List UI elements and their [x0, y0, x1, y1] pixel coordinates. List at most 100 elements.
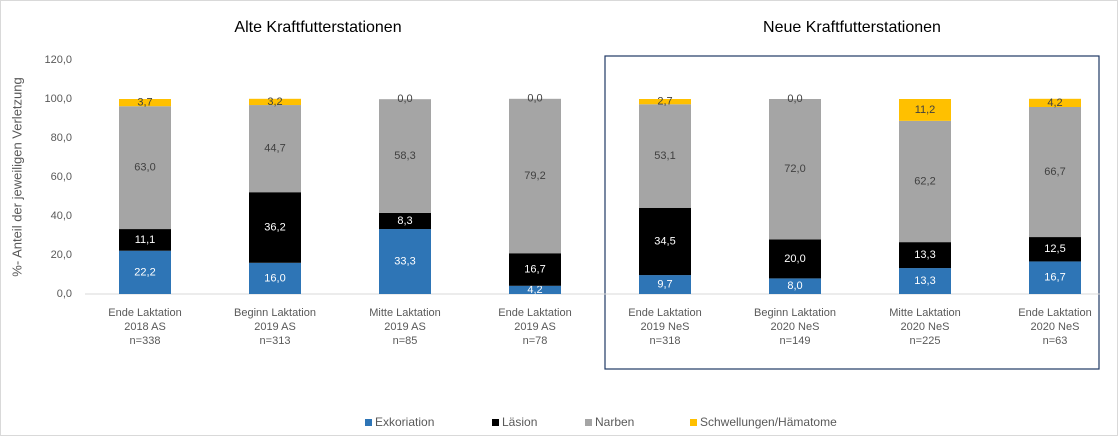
bar-segment — [1029, 98, 1081, 107]
bar-segment — [509, 285, 561, 294]
legend-swatch — [690, 419, 697, 426]
value-label: 58,3 — [394, 150, 415, 162]
bar-segment — [119, 99, 171, 107]
value-label: 0,0 — [787, 93, 802, 105]
x-tick-label: Mitte Laktation — [369, 307, 441, 319]
bar-segment — [509, 98, 561, 254]
legend-label: Exkoriation — [375, 415, 434, 429]
value-label: 4,2 — [527, 284, 542, 296]
bar-segment — [249, 192, 301, 263]
bar-segment — [769, 239, 821, 279]
bar-segment — [1029, 106, 1081, 238]
bar-segment — [379, 229, 431, 294]
y-tick-label: 0,0 — [57, 288, 72, 300]
bar-segment — [119, 250, 171, 294]
bar-segment — [379, 212, 431, 230]
legend-swatch — [585, 419, 592, 426]
bar-segment — [119, 106, 171, 230]
value-label: 0,0 — [527, 93, 542, 105]
legend-label: Schwellungen/Hämatome — [700, 415, 837, 429]
bar-segment — [639, 207, 691, 276]
group-title: Neue Kraftfutterstationen — [763, 19, 941, 36]
x-tick-label: 2019 NeS — [641, 321, 690, 333]
legend-swatch — [492, 419, 499, 426]
bar-segment — [1029, 237, 1081, 262]
value-label: 16,0 — [264, 272, 285, 284]
bar-segment — [769, 278, 821, 294]
value-label: 22,2 — [134, 266, 155, 278]
bar-segment — [249, 105, 301, 193]
x-tick-label: Beginn Laktation — [754, 307, 836, 319]
value-label: 16,7 — [524, 263, 545, 275]
x-tick-label: 2019 AS — [254, 321, 296, 333]
value-label: 13,3 — [914, 249, 935, 261]
x-tick-label: n=85 — [393, 335, 418, 347]
value-label: 34,5 — [654, 235, 675, 247]
x-tick-label: n=149 — [780, 335, 811, 347]
value-label: 20,0 — [784, 253, 805, 265]
y-tick-label: 80,0 — [51, 132, 72, 144]
value-label: 0,0 — [397, 93, 412, 105]
x-tick-label: n=225 — [910, 335, 941, 347]
value-label: 44,7 — [264, 143, 285, 155]
value-label: 66,7 — [1044, 166, 1065, 178]
y-tick-label: 60,0 — [51, 171, 72, 183]
bar-segment — [899, 268, 951, 294]
x-tick-label: 2020 NeS — [1031, 321, 1080, 333]
x-tick-label: Ende Laktation — [498, 307, 571, 319]
value-label: 11,2 — [915, 104, 936, 116]
legend-label: Narben — [595, 415, 634, 429]
value-label: 11,1 — [135, 234, 156, 246]
bar-segment — [379, 99, 431, 213]
x-tick-label: 2020 NeS — [901, 321, 950, 333]
legend-swatch — [365, 419, 372, 426]
bar-segment — [1029, 261, 1081, 294]
value-label: 79,2 — [524, 170, 545, 182]
value-label: 12,5 — [1044, 243, 1065, 255]
y-axis-label: %- Anteil der jeweiligen Verletzung — [9, 77, 24, 276]
bar-segment — [509, 253, 561, 286]
x-tick-label: Ende Laktation — [1018, 307, 1091, 319]
y-tick-label: 20,0 — [51, 249, 72, 261]
y-tick-label: 40,0 — [51, 210, 72, 222]
group-title: Alte Kraftfutterstationen — [234, 19, 401, 36]
x-tick-label: 2018 AS — [124, 321, 166, 333]
x-tick-label: Mitte Laktation — [889, 307, 961, 319]
bar-segment — [639, 104, 691, 208]
bar-segment — [639, 99, 691, 105]
x-tick-label: n=338 — [130, 335, 161, 347]
value-label: 8,3 — [397, 215, 412, 227]
value-label: 62,2 — [914, 175, 935, 187]
bar-segment — [249, 262, 301, 294]
bar-segment — [639, 275, 691, 294]
x-tick-label: n=63 — [1043, 335, 1068, 347]
value-label: 3,2 — [267, 96, 282, 108]
legend-label: Läsion — [502, 415, 537, 429]
value-label: 33,3 — [394, 255, 415, 267]
y-tick-label: 120,0 — [44, 54, 72, 66]
value-label: 2,7 — [657, 96, 672, 108]
bar-segment — [899, 120, 951, 243]
bar-segment — [119, 229, 171, 251]
x-tick-label: 2020 NeS — [771, 321, 820, 333]
x-tick-label: 2019 AS — [384, 321, 426, 333]
value-label: 13,3 — [914, 275, 935, 287]
x-tick-label: n=318 — [650, 335, 681, 347]
value-label: 3,7 — [137, 97, 152, 109]
x-tick-label: Ende Laktation — [108, 307, 181, 319]
bar-segment — [899, 99, 951, 121]
value-label: 63,0 — [134, 162, 155, 174]
x-tick-label: Beginn Laktation — [234, 307, 316, 319]
group-box — [604, 55, 1100, 370]
bar-segment — [769, 99, 821, 240]
x-tick-label: 2019 AS — [514, 321, 556, 333]
x-tick-label: n=78 — [523, 335, 548, 347]
bar-segment — [249, 98, 301, 106]
value-label: 72,0 — [784, 163, 805, 175]
x-tick-label: Ende Laktation — [628, 307, 701, 319]
value-label: 36,2 — [264, 221, 285, 233]
value-label: 8,0 — [787, 280, 802, 292]
value-label: 16,7 — [1044, 272, 1065, 284]
value-label: 4,2 — [1047, 97, 1062, 109]
